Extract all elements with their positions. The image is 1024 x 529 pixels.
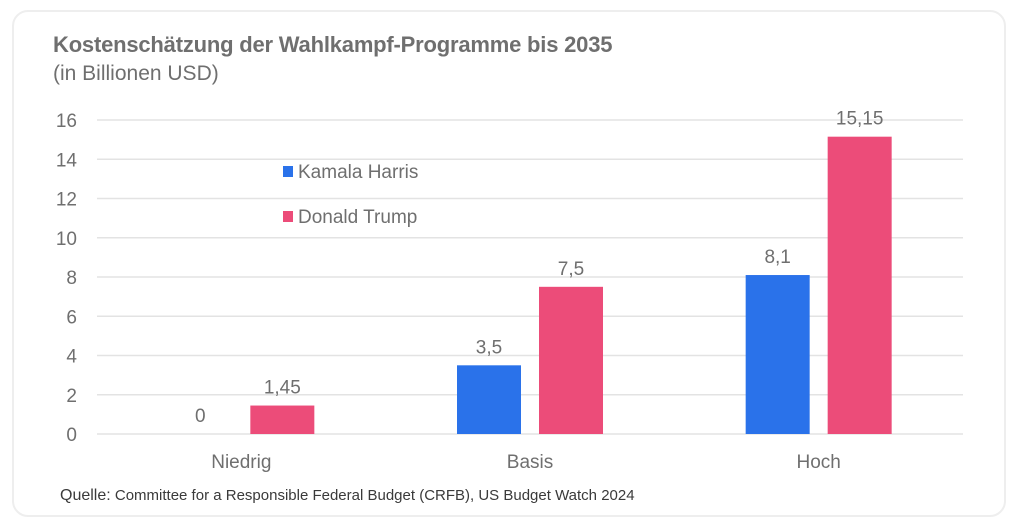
legend-label: Donald Trump — [298, 207, 417, 228]
bar-kamala-harris — [745, 275, 810, 434]
chart-title: Kostenschätzung der Wahlkampf-Programme … — [53, 32, 613, 57]
bar-data-label: 3,5 — [476, 337, 502, 358]
bars — [250, 136, 892, 434]
chart-subtitle: (in Billionen USD) — [53, 62, 219, 85]
source-note: Quelle: Committee for a Responsible Fede… — [60, 487, 635, 505]
bar-data-labels: 0 1,45 3,5 7,5 8,1 15,15 — [195, 109, 883, 427]
legend-swatch — [283, 166, 293, 177]
bar-data-label: 15,15 — [836, 109, 884, 130]
source-text: Committee for a Responsible Federal Budg… — [114, 487, 635, 504]
x-tick-label: Hoch — [796, 452, 840, 473]
y-tick-label: 16 — [56, 111, 77, 132]
y-tick-label: 12 — [56, 190, 77, 211]
bar-data-label: 1,45 — [264, 378, 301, 399]
y-axis-ticks: 0 2 4 6 8 10 12 14 16 — [56, 111, 78, 446]
y-tick-label: 8 — [66, 268, 77, 289]
y-tick-label: 4 — [66, 347, 77, 368]
x-axis-ticks: Niedrig Basis Hoch — [211, 452, 841, 473]
gridlines — [97, 119, 963, 435]
legend-swatch — [283, 211, 293, 222]
bar-kamala-harris — [457, 365, 521, 434]
y-tick-label: 6 — [66, 307, 77, 328]
legend-label: Kamala Harris — [298, 162, 418, 183]
bar-data-label: 8,1 — [764, 247, 790, 268]
bar-donald-trump — [250, 405, 315, 434]
legend: Kamala Harris Donald Trump — [283, 162, 418, 228]
x-tick-label: Basis — [507, 452, 553, 473]
y-tick-label: 2 — [66, 386, 77, 407]
bar-donald-trump — [827, 136, 892, 434]
x-tick-label: Niedrig — [211, 452, 271, 473]
bar-donald-trump — [539, 286, 603, 434]
y-tick-label: 10 — [56, 229, 77, 250]
source-label: Quelle: — [60, 487, 111, 504]
y-tick-label: 0 — [66, 425, 77, 446]
bar-data-label: 0 — [195, 406, 206, 427]
bar-data-label: 7,5 — [558, 259, 584, 280]
y-tick-label: 14 — [56, 150, 78, 171]
